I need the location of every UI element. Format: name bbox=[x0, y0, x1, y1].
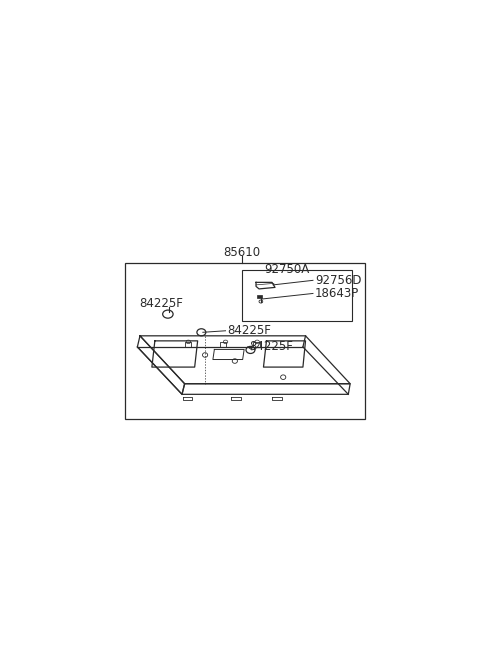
Text: 92756D: 92756D bbox=[315, 274, 361, 287]
Bar bbox=[242, 271, 352, 321]
Bar bbox=[257, 295, 262, 298]
Text: 85610: 85610 bbox=[224, 246, 261, 259]
Text: 92750A: 92750A bbox=[264, 263, 310, 276]
Bar bbox=[125, 263, 365, 419]
Text: 84225F: 84225F bbox=[250, 341, 294, 354]
Text: 84225F: 84225F bbox=[228, 324, 271, 337]
Text: 84225F: 84225F bbox=[140, 297, 183, 310]
Text: 18643P: 18643P bbox=[315, 287, 359, 300]
